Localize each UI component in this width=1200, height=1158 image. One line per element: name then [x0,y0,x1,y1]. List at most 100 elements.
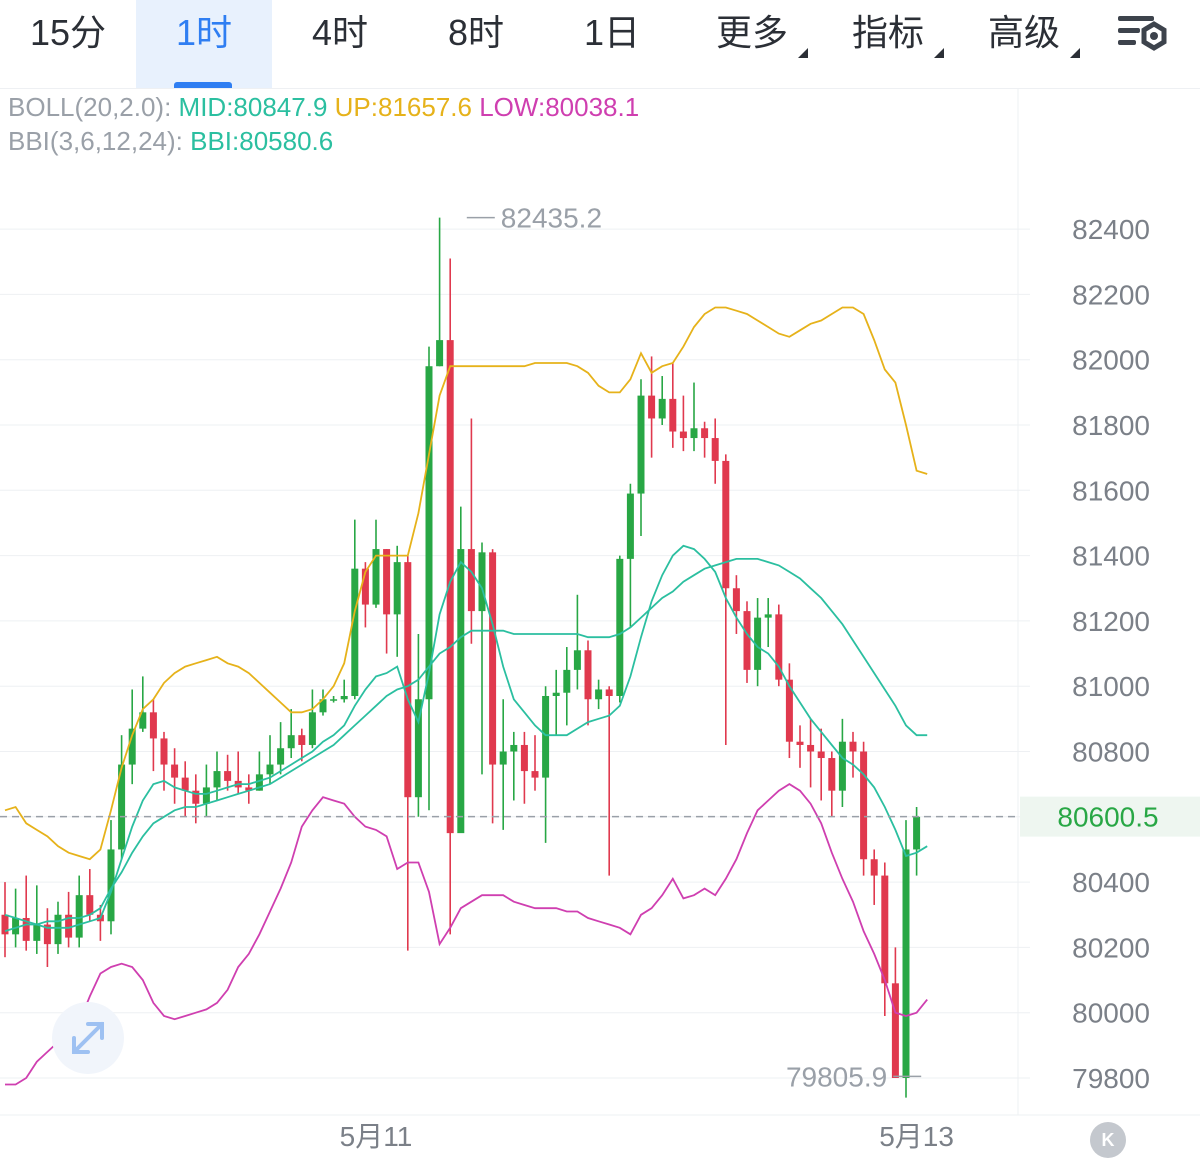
y-tick-label: 81200 [1072,606,1150,637]
price-chart[interactable]: 82400 82200 82000 81800 81600 81400 81200 81000… [0,88,1200,1155]
candle-body [287,735,295,749]
candle-body [467,549,475,612]
candle-body [563,669,571,693]
boll-up-value: UP:81657.6 [334,92,472,122]
candle-body [711,438,719,461]
candle-body [393,562,401,615]
candle-body [22,918,30,941]
candle-body [457,549,465,834]
current-price-tag [1020,796,1200,837]
tab-indicators-label: 指标 [851,12,924,53]
candle-body [128,728,136,765]
candle-body [807,744,815,752]
boll-up-line [4,306,928,861]
candle-body [584,650,592,700]
tab-1h[interactable]: 1时 [136,0,272,88]
candle-body [701,428,709,439]
candle-body [245,787,253,791]
candle-body [828,758,836,791]
candle-body [425,366,433,700]
candle-body [648,395,656,419]
candle-body [277,748,285,765]
candle-body [383,549,391,615]
caret-down-icon [798,48,808,58]
tab-1d-label: 1日 [583,12,641,53]
indicator-legend: BOLL(20,2.0): MID:80847.9 UP:81657.6 LOW… [8,90,639,158]
min-price-label: 79805.9 [786,1061,887,1092]
candle-body [542,695,550,778]
tab-1d[interactable]: 1日 [544,0,680,88]
candle-body [319,699,327,713]
candle-body [436,340,444,367]
tab-advanced[interactable]: 高级 [964,0,1084,88]
y-tick-label: 81000 [1072,671,1150,702]
candle-body [891,983,899,1078]
candle-body [754,617,762,670]
candle-body [722,460,730,589]
candle-body [12,918,20,935]
tab-15m-label: 15分 [29,12,107,53]
bbi-line [4,544,928,929]
max-price-label: 82435.2 [501,203,602,234]
candle-body [531,771,539,778]
tab-15m[interactable]: 15分 [0,0,136,88]
tab-advanced-label: 高级 [987,12,1060,53]
bbi-name: BBI(3,6,12,24): [8,126,183,156]
y-tick-label: 81800 [1072,410,1150,441]
current-price-label: 80600.5 [1057,802,1158,833]
candle-body [743,611,751,670]
y-tick-label: 80000 [1072,998,1150,1029]
candle-body [160,738,168,765]
candle-body [785,679,793,742]
candle-body [139,712,147,729]
candle-body [573,650,581,670]
candle-body [86,895,94,915]
candle-body [372,549,380,605]
tab-4h[interactable]: 4时 [272,0,408,88]
candle-body [202,787,210,804]
candle-body [637,395,645,494]
candle-body [351,568,359,696]
candle-body [881,875,889,984]
candle-body [192,790,200,804]
candle-body [764,614,772,618]
candle-body [552,692,560,696]
candle-body [181,777,189,791]
candle-body [489,552,497,765]
fullscreen-button[interactable] [52,1002,124,1074]
x-tick-label: 5月11 [340,1121,413,1152]
tab-8h[interactable]: 8时 [408,0,544,88]
bbi-legend: BBI(3,6,12,24): BBI:80580.6 [8,124,639,158]
candle-body [118,764,126,850]
boll-legend: BOLL(20,2.0): MID:80847.9 UP:81657.6 LOW… [8,90,639,124]
boll-mid-value: MID:80847.9 [178,92,328,122]
candle-body [499,751,507,765]
tab-indicators[interactable]: 指标 [828,0,948,88]
candle-body [298,735,306,745]
boll-mid-line [4,558,928,932]
tab-more[interactable]: 更多 [692,0,812,88]
y-tick-label: 81600 [1072,475,1150,506]
candle-body [796,741,804,745]
y-tick-label: 79800 [1072,1063,1150,1094]
candle-body [255,774,263,791]
candle-body [54,914,62,945]
active-tab-indicator [174,82,232,88]
candle-body [605,689,613,696]
chart-settings-button[interactable] [1112,8,1172,60]
candle-body [849,741,857,752]
y-tick-label: 82400 [1072,214,1150,245]
candle-body [414,699,422,798]
candle-body [266,764,274,775]
candle-body [817,751,825,759]
candle-body [224,771,232,781]
candle-body [171,764,179,778]
y-tick-label: 82200 [1072,279,1150,310]
expand-arrows-icon [72,1022,104,1054]
tab-8h-label: 8时 [447,12,505,53]
k-logo-icon: K [1090,1122,1126,1158]
candle-body [404,562,412,798]
candle-body [43,924,51,945]
candle-body [616,558,624,696]
candle-body [520,744,528,772]
